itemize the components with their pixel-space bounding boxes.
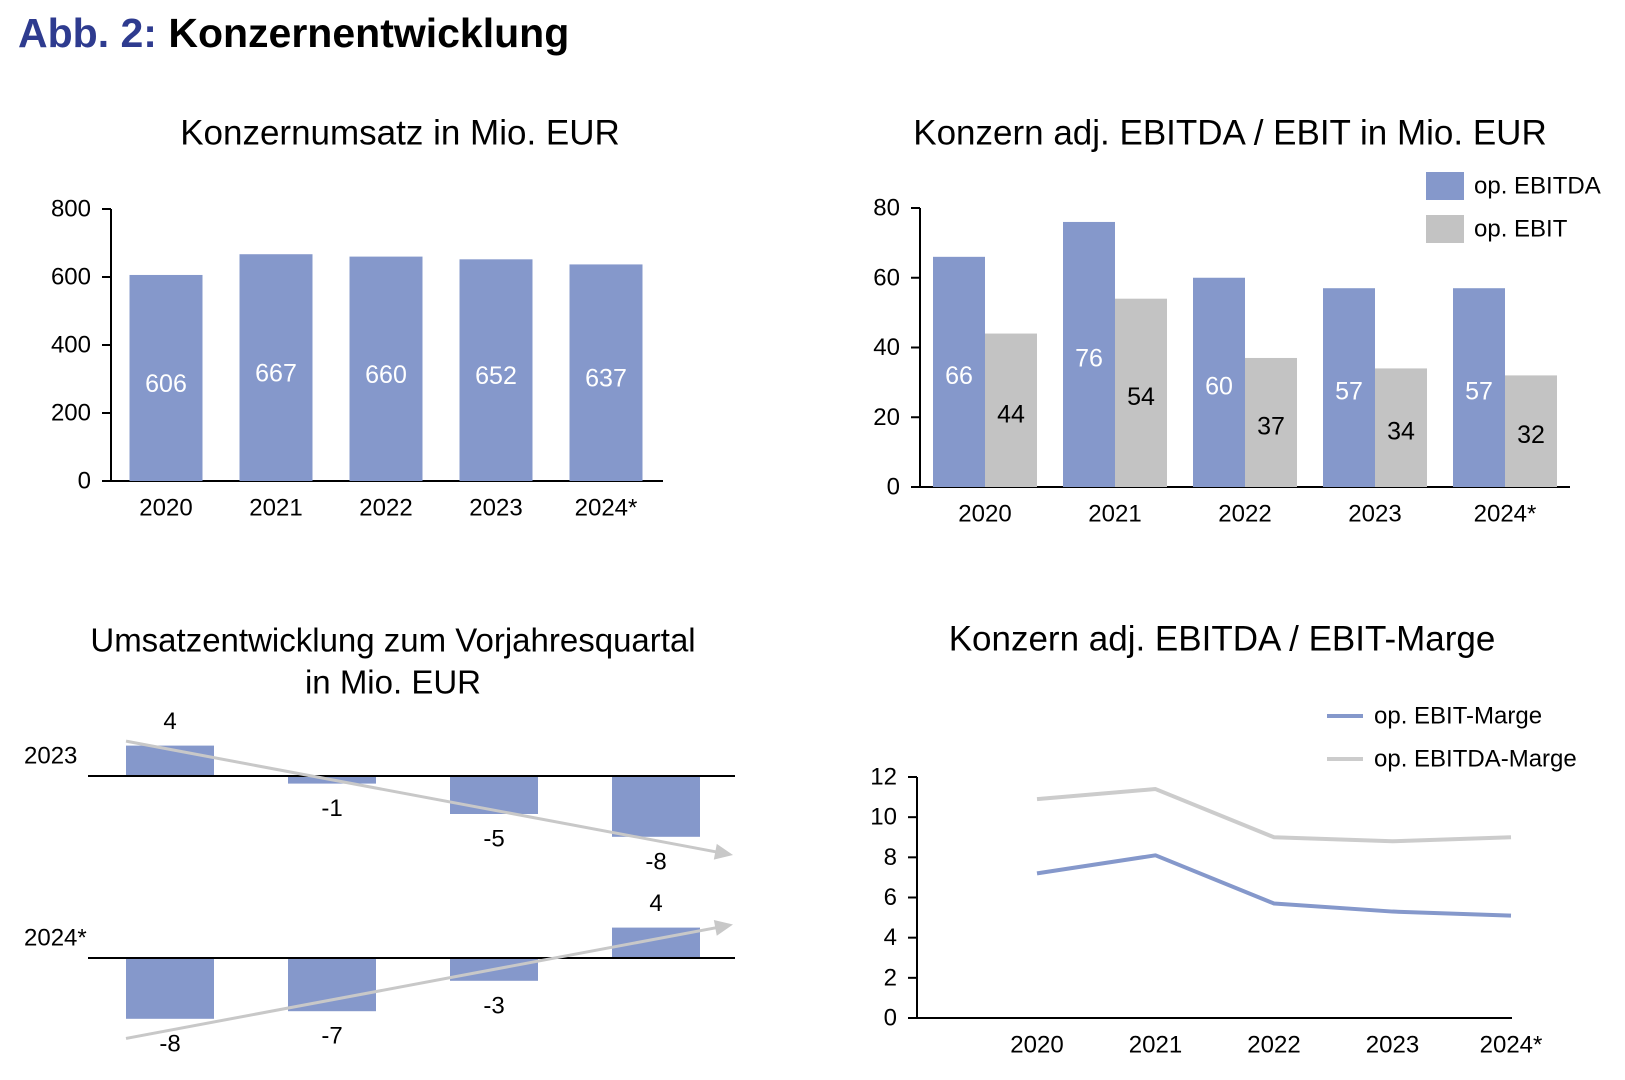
bar-ebit-label: 32 bbox=[1517, 421, 1545, 449]
legend-label: op. EBIT-Marge bbox=[1374, 703, 1542, 730]
figure-heading: Konzernentwicklung bbox=[168, 10, 570, 56]
chart-title: Konzernumsatz in Mio. EUR bbox=[180, 114, 620, 153]
bar-ebitda-label: 76 bbox=[1075, 344, 1103, 372]
x-tick-label: 2024* bbox=[575, 495, 638, 522]
bar bbox=[239, 254, 313, 481]
bar-value-label: -8 bbox=[645, 848, 666, 875]
chart-title: Konzern adj. EBITDA / EBIT-Marge bbox=[949, 620, 1496, 659]
bar-value-label: 4 bbox=[163, 708, 176, 735]
bar-value-label: 637 bbox=[585, 365, 627, 393]
bar bbox=[349, 256, 423, 481]
bar-ebitda-label: 60 bbox=[1205, 372, 1233, 400]
x-tick-label: 2020 bbox=[1010, 1032, 1063, 1059]
x-tick-label: 2023 bbox=[1348, 501, 1401, 528]
bar bbox=[450, 776, 538, 814]
bar-value-label: 667 bbox=[255, 360, 297, 388]
bar bbox=[129, 274, 203, 481]
y-tick-label: 400 bbox=[51, 332, 91, 359]
x-tick-label: 2022 bbox=[359, 495, 412, 522]
legend-swatch bbox=[1426, 172, 1464, 200]
legend-label: op. EBITDA-Marge bbox=[1374, 746, 1577, 773]
x-tick-label: 2022 bbox=[1247, 1032, 1300, 1059]
bar-ebitda-label: 66 bbox=[945, 362, 973, 390]
trend-arrow-head bbox=[713, 920, 733, 936]
y-tick-label: 0 bbox=[78, 468, 91, 495]
chart-title: Konzern adj. EBITDA / EBIT in Mio. EUR bbox=[913, 114, 1547, 153]
bar-ebit bbox=[1115, 298, 1167, 487]
trend-arrow-head bbox=[713, 843, 733, 860]
y-tick-label: 2 bbox=[884, 964, 897, 991]
bar bbox=[569, 264, 643, 481]
x-tick-label: 2021 bbox=[1129, 1032, 1182, 1059]
y-tick-label: 6 bbox=[884, 884, 897, 911]
bar-value-label: 652 bbox=[475, 362, 517, 390]
bar-value-label: 606 bbox=[145, 370, 187, 398]
x-tick-label: 2023 bbox=[1366, 1032, 1419, 1059]
bar bbox=[459, 259, 533, 481]
bar bbox=[126, 958, 214, 1019]
y-tick-label: 10 bbox=[870, 804, 897, 831]
x-tick-label: 2020 bbox=[139, 495, 192, 522]
series-line-ebitda-margin bbox=[1036, 787, 1512, 844]
x-tick-label: 2021 bbox=[1088, 501, 1141, 528]
bar-ebit bbox=[985, 333, 1037, 487]
bar-ebit-label: 37 bbox=[1257, 412, 1285, 440]
y-tick-label: 0 bbox=[884, 1005, 897, 1032]
bar-ebitda bbox=[1193, 277, 1245, 487]
x-tick-label: 2023 bbox=[469, 495, 522, 522]
trend-line bbox=[125, 739, 720, 854]
bar-ebit-label: 34 bbox=[1387, 418, 1415, 446]
bar-value-label: -7 bbox=[321, 1023, 342, 1050]
legend-swatch bbox=[1426, 215, 1464, 243]
y-tick-label: 4 bbox=[884, 924, 897, 951]
trend-line bbox=[125, 925, 720, 1040]
series-line-ebit-margin bbox=[1036, 853, 1512, 918]
bar-ebit-label: 54 bbox=[1127, 383, 1155, 411]
bar-value-label: 4 bbox=[649, 890, 662, 917]
row-year-label: 2023 bbox=[24, 743, 77, 770]
x-tick-label: 2020 bbox=[958, 501, 1011, 528]
x-tick-label: 2024* bbox=[1480, 1032, 1543, 1059]
legend-label: op. EBITDA bbox=[1474, 173, 1601, 200]
y-tick-label: 800 bbox=[51, 196, 91, 223]
bar-ebit bbox=[1505, 375, 1557, 487]
bar-value-label: -1 bbox=[321, 795, 342, 822]
figure-title: Abb. 2: Konzernentwicklung bbox=[18, 10, 569, 57]
legend-label: op. EBIT bbox=[1474, 216, 1568, 243]
y-tick-label: 40 bbox=[873, 334, 900, 361]
bar-ebitda-label: 57 bbox=[1335, 378, 1363, 406]
bar-ebitda bbox=[1063, 221, 1115, 487]
bar-value-label: -3 bbox=[483, 992, 504, 1019]
bar-ebit-label: 44 bbox=[997, 400, 1025, 428]
bar-value-label: -5 bbox=[483, 826, 504, 853]
x-tick-label: 2024* bbox=[1474, 501, 1537, 528]
bar-value-label: -8 bbox=[159, 1030, 180, 1057]
y-tick-label: 8 bbox=[884, 844, 897, 871]
chart-title: Umsatzentwicklung zum Vorjahresquartal bbox=[90, 622, 695, 659]
x-tick-label: 2022 bbox=[1218, 501, 1271, 528]
y-tick-label: 600 bbox=[51, 264, 91, 291]
bar bbox=[288, 958, 376, 1012]
y-tick-label: 0 bbox=[887, 474, 900, 501]
y-tick-label: 80 bbox=[873, 195, 900, 222]
y-tick-label: 60 bbox=[873, 264, 900, 291]
y-tick-label: 20 bbox=[873, 404, 900, 431]
x-tick-label: 2021 bbox=[249, 495, 302, 522]
bar-value-label: 660 bbox=[365, 361, 407, 389]
bar-ebitda bbox=[1453, 288, 1505, 487]
bar-ebitda bbox=[933, 256, 985, 487]
bar-ebitda bbox=[1323, 288, 1375, 487]
y-tick-label: 12 bbox=[870, 764, 897, 791]
bar-ebit bbox=[1375, 368, 1427, 487]
bar bbox=[612, 776, 700, 837]
bar-ebit bbox=[1245, 357, 1297, 487]
row-year-label: 2024* bbox=[24, 925, 87, 952]
chart-title: in Mio. EUR bbox=[305, 664, 481, 701]
y-tick-label: 200 bbox=[51, 400, 91, 427]
figure-number: Abb. 2: bbox=[18, 10, 157, 56]
bar-ebitda-label: 57 bbox=[1465, 378, 1493, 406]
